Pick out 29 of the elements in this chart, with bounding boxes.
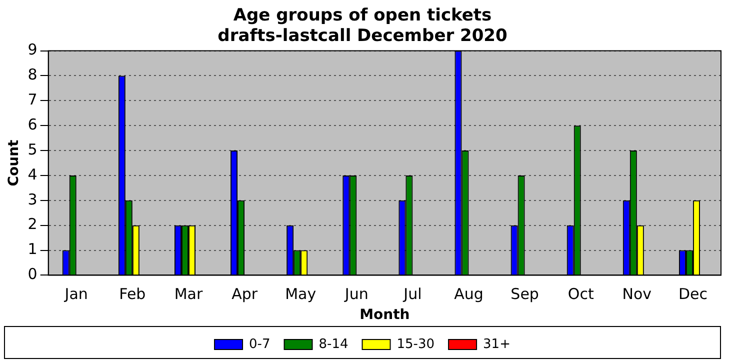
x-tick-label: Jun — [344, 285, 368, 304]
x-tick-label: Apr — [232, 285, 258, 304]
y-tick-label: 1 — [28, 240, 38, 258]
y-tick-label: 9 — [28, 40, 38, 59]
chart-title: Age groups of open tickets drafts-lastcall December 2020 — [218, 6, 508, 46]
x-tick-label: Feb — [119, 285, 146, 304]
legend-label: 8-14 — [318, 336, 348, 352]
x-tick-label: Dec — [678, 285, 708, 304]
x-tick-label: Oct — [568, 285, 594, 304]
legend-label: 0-7 — [249, 336, 270, 352]
legend-label: 15-30 — [396, 336, 435, 352]
x-axis-title: Month — [360, 307, 410, 324]
x-tick-label: Jan — [64, 285, 88, 304]
x-tick-label: Jul — [402, 285, 422, 304]
y-tick-label: 2 — [28, 215, 38, 234]
y-tick-label: 3 — [28, 190, 38, 208]
legend-label: 31+ — [483, 336, 510, 352]
y-tick-label: 8 — [28, 66, 38, 84]
y-tick-label: 5 — [28, 140, 38, 158]
x-tick-label: Aug — [454, 285, 484, 304]
y-tick-label: 6 — [28, 115, 38, 134]
y-tick-label: 0 — [28, 265, 38, 284]
x-tick-label: Sep — [510, 285, 539, 304]
y-tick-label: 7 — [28, 90, 38, 109]
x-tick-label: Nov — [622, 285, 652, 304]
y-axis-title: Count — [6, 139, 22, 186]
x-tick-label: Mar — [174, 285, 204, 304]
y-tick-label: 4 — [28, 165, 38, 184]
x-tick-label: May — [285, 285, 316, 304]
